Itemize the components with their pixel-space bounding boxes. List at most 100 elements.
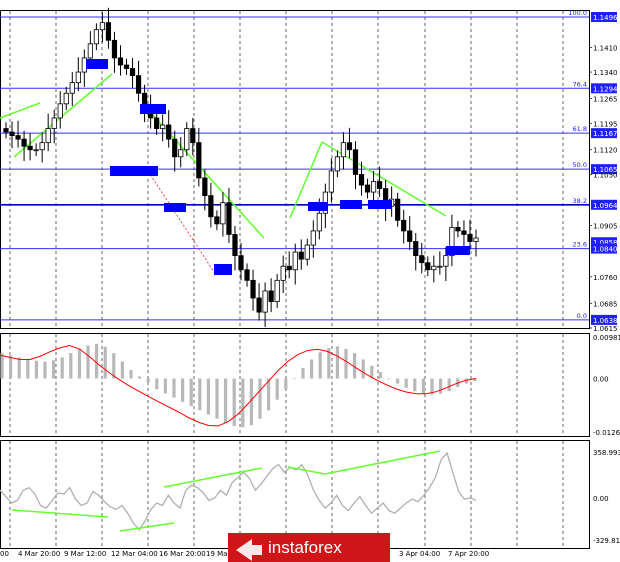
- price-tick-label: 1.0685: [593, 300, 618, 308]
- macd-bar: [275, 378, 279, 400]
- candle: [123, 58, 130, 75]
- x-tick-label: 16 Mar 20:00: [159, 550, 206, 558]
- macd-bar: [258, 378, 262, 419]
- candle-body: [346, 142, 353, 151]
- candle-body: [401, 219, 407, 232]
- cci-line: [0, 451, 477, 531]
- macd-bar: [344, 348, 348, 379]
- cci-axis: 358.9934 0.00 -329.812: [593, 449, 620, 545]
- candle-body: [184, 128, 190, 151]
- cci-trend-line: [287, 466, 326, 475]
- candle: [280, 255, 286, 294]
- candle-body: [172, 138, 178, 158]
- candle-body: [51, 117, 57, 129]
- cci-trend-line: [324, 450, 441, 475]
- macd-histogram: [0, 343, 477, 428]
- price-tag-label: 1.1496: [593, 14, 618, 22]
- price-tick-label: 1.1120: [593, 147, 618, 155]
- candle: [419, 242, 425, 274]
- candle-body: [461, 230, 467, 235]
- macd-bar: [464, 378, 468, 384]
- candle-body: [407, 230, 413, 242]
- candle-body: [178, 149, 184, 158]
- x-tick-label: 4 Mar 20:00: [18, 550, 60, 558]
- candle-body: [81, 57, 87, 73]
- candle: [431, 255, 437, 283]
- fib-level-label: 76.4: [573, 80, 587, 88]
- macd-bar: [120, 361, 124, 379]
- x-tick-label: 7 Apr 20:00: [448, 550, 489, 558]
- candle-body: [316, 212, 322, 232]
- macd-tick-label: 0.00: [593, 376, 609, 384]
- price-tick-label: 1.1050: [593, 171, 618, 179]
- macd-bar: [215, 378, 219, 419]
- candle-body: [117, 57, 124, 66]
- candle: [262, 282, 268, 327]
- candle-body: [298, 251, 304, 260]
- candle: [178, 137, 184, 168]
- x-tick-label: 19 Ma: [206, 550, 227, 558]
- macd-bar: [241, 378, 245, 428]
- panel-frame-3: [0, 440, 590, 549]
- macd-tick-label: 0.00981: [593, 334, 620, 342]
- macd-bar: [353, 353, 357, 379]
- price-tick-label: 1.1410: [593, 44, 618, 52]
- macd-bar: [361, 359, 365, 379]
- candle-body: [27, 145, 33, 151]
- candle: [57, 91, 63, 129]
- watermark-text: instaforex: [268, 538, 342, 557]
- price-tag-label: 1.0858: [593, 239, 618, 247]
- macd-bar: [181, 378, 185, 402]
- price-tick-label: 1.1340: [593, 69, 618, 77]
- candle-body: [129, 68, 136, 76]
- candle: [250, 269, 256, 311]
- candle: [21, 130, 27, 162]
- candle-body: [467, 234, 473, 242]
- candle: [425, 256, 431, 277]
- candle: [111, 31, 118, 73]
- candle-body: [111, 39, 118, 59]
- candle: [105, 7, 112, 49]
- fib-level-label: 0.0: [577, 312, 587, 320]
- macd-bar: [129, 370, 133, 379]
- candle-body: [352, 149, 359, 175]
- candle: [172, 130, 178, 172]
- candle: [401, 209, 407, 244]
- level-marker-box: [140, 104, 166, 114]
- candle-body: [250, 279, 256, 299]
- macd-bar: [138, 376, 142, 379]
- macd-bar: [0, 353, 4, 379]
- candle: [455, 221, 461, 238]
- candle: [99, 12, 106, 43]
- macd-bar: [198, 378, 202, 411]
- macd-bar: [224, 378, 228, 423]
- candle-body: [274, 279, 280, 302]
- fib-level-label: 23.6: [573, 241, 587, 249]
- level-marker-box: [308, 202, 328, 211]
- instaforex-logo-icon: [236, 539, 262, 561]
- price-axis: 1.1496 1.1410 1.1340 1.1294 1.1265 1.1195 1.11…: [589, 12, 618, 333]
- candle-body: [105, 22, 112, 41]
- macd-bar: [112, 353, 116, 379]
- macd-bar: [77, 348, 81, 379]
- candle-body: [75, 71, 81, 84]
- price-tag: [591, 12, 617, 22]
- macd-bar: [60, 357, 64, 379]
- candle-body: [160, 124, 166, 129]
- candle-body: [244, 269, 250, 281]
- instaforex-watermark: instaforex: [228, 533, 390, 562]
- candle: [27, 133, 33, 161]
- candle: [220, 192, 226, 237]
- macd-bar: [34, 360, 38, 379]
- candle-body: [196, 142, 202, 179]
- fibonacci-levels: 100.0 76.4 61.8 50.0 38.2 23.6 0.0: [0, 9, 589, 321]
- macd-bar: [17, 357, 21, 379]
- candle-body: [39, 142, 45, 151]
- candle-body: [33, 149, 39, 152]
- candle-body: [256, 297, 262, 313]
- candle-body: [340, 142, 347, 158]
- macd-bar: [172, 378, 176, 398]
- candle: [443, 247, 449, 282]
- candle: [93, 23, 99, 51]
